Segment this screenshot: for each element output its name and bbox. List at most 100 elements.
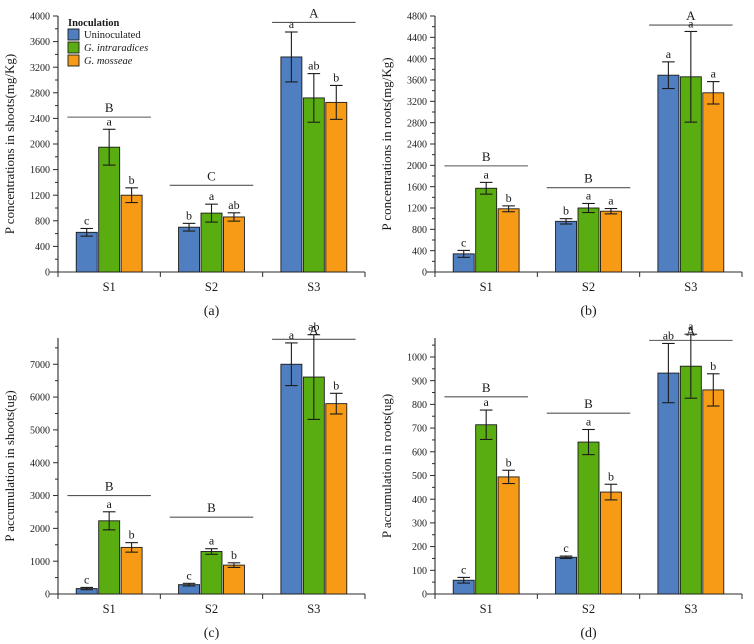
error-bar: [604, 483, 618, 501]
error-bar: [125, 187, 138, 204]
y-tick-label: 0: [422, 268, 427, 279]
x-tick-label: S3: [307, 280, 320, 294]
significance-letter: ab: [228, 198, 239, 212]
y-tick-label: 400: [412, 495, 427, 506]
error-bar: [582, 428, 595, 456]
y-tick-label: 400: [412, 246, 427, 257]
legend-title: Inoculation: [68, 18, 120, 29]
y-tick-label: 3200: [407, 97, 427, 108]
significance-letter: a: [107, 114, 113, 128]
x-tick-label: S3: [684, 602, 697, 616]
error-bar: [457, 249, 471, 258]
y-tick-label: 2800: [407, 118, 427, 129]
bar-c-S1-s2: [120, 546, 143, 595]
y-tick-label: 800: [412, 400, 427, 411]
x-tick-label: S1: [103, 602, 116, 616]
x-tick-label: S2: [205, 280, 218, 294]
chart-panel-d: 0 100 200 300 400 500 600 700 800 900 1000 P accumu…: [377, 322, 754, 644]
y-tick-label: 1200: [30, 191, 50, 202]
panel-caption: (c): [204, 626, 220, 641]
y-tick-label: 1200: [407, 204, 427, 215]
error-bar: [307, 334, 321, 420]
y-tick-label: 4800: [407, 12, 427, 23]
significance-letter: b: [129, 528, 135, 542]
error-bar: [604, 207, 618, 215]
significance-letter: a: [688, 322, 694, 333]
y-tick-label: 300: [412, 518, 427, 529]
error-bar: [479, 409, 493, 441]
bar-c-S2-s2: [223, 564, 245, 595]
error-bar: [582, 202, 595, 214]
group-significance-letter: B: [105, 100, 114, 115]
significance-letter: a: [107, 497, 113, 511]
group-significance-letter: A: [309, 5, 319, 20]
error-bar: [102, 128, 116, 166]
bar-d-S3-s1: [679, 365, 702, 595]
y-tick-label: 6000: [30, 393, 50, 404]
bar-a-S1-s1: [98, 146, 121, 273]
bar-d-S3-s0: [657, 372, 680, 595]
error-bar: [227, 562, 241, 568]
significance-letter: c: [461, 235, 466, 249]
significance-letter: ab: [663, 328, 674, 342]
bar-c-S3-s2: [325, 403, 348, 595]
y-tick-label: 2000: [30, 524, 50, 535]
y-tick-label: 2000: [30, 140, 50, 151]
y-axis-title: P accumulation in roots(ug): [379, 394, 394, 538]
bar-a-S2-s2: [223, 216, 245, 273]
significance-letter: b: [231, 548, 237, 562]
y-axis-title: P concentrations in shoots(mg/Kg): [2, 54, 17, 234]
y-tick-label: 3600: [30, 37, 50, 48]
error-bar: [706, 373, 720, 407]
bar-a-S2-s0: [178, 226, 200, 273]
bar-a-S3-s2: [325, 101, 348, 273]
y-tick-label: 900: [412, 376, 427, 387]
plot-area-c: 0 1000 2000 3000 4000 5000 6000 7000 P accumulat…: [2, 322, 366, 641]
y-axis-title: P accumulation in shoots(ug): [2, 390, 17, 542]
panel-caption: (b): [580, 304, 597, 319]
error-bar: [182, 582, 196, 587]
x-tick-label: S3: [684, 280, 697, 294]
plot-area-d: 0 100 200 300 400 500 600 700 800 900 1000 P accumu…: [379, 322, 743, 641]
panel-caption: (d): [580, 626, 597, 641]
legend-label-1: G. intraradices: [84, 43, 148, 54]
x-tick-label: S2: [582, 602, 595, 616]
y-tick-label: 4000: [30, 12, 50, 23]
significance-letter: a: [289, 17, 295, 31]
significance-letter: c: [186, 568, 191, 582]
y-tick-label: 3600: [407, 76, 427, 87]
y-tick-label: 0: [45, 590, 50, 601]
y-tick-label: 400: [35, 242, 50, 253]
y-tick-label: 4000: [30, 458, 50, 469]
significance-letter: a: [209, 189, 215, 203]
y-tick-label: 1600: [407, 182, 427, 193]
significance-letter: ab: [308, 59, 319, 73]
error-bar: [662, 61, 675, 90]
legend-label-0: Uninoculated: [84, 30, 141, 41]
x-tick-label: S1: [480, 280, 493, 294]
y-tick-label: 800: [412, 225, 427, 236]
significance-letter: b: [333, 70, 339, 84]
y-tick-label: 3200: [30, 63, 50, 74]
x-tick-label: S2: [582, 280, 595, 294]
x-tick-label: S1: [480, 602, 493, 616]
group-significance-letter: B: [584, 171, 593, 186]
error-bar: [684, 333, 698, 399]
plot-area-a: 0 400 800 1200 1600 2000 2400 2800 3200 3600 4000 P…: [2, 5, 366, 319]
error-bar: [205, 548, 218, 555]
error-bar: [329, 84, 343, 120]
y-tick-label: 600: [412, 447, 427, 458]
error-bar: [329, 392, 343, 415]
significance-letter: b: [333, 378, 339, 392]
significance-letter: ab: [308, 322, 319, 334]
group-significance-letter: B: [105, 479, 114, 494]
plot-area-b: 0 400 800 1200 1600 2000 2400 2800 3200 3600 4000 4…: [379, 8, 743, 319]
significance-letter: b: [710, 359, 716, 373]
y-axis-title: P concentrations in roots(mg/Kg): [379, 57, 394, 230]
x-tick-label: S2: [205, 602, 218, 616]
y-tick-label: 4400: [407, 33, 427, 44]
y-tick-label: 100: [412, 566, 427, 577]
bar-c-S2-s1: [200, 551, 223, 595]
error-bar: [307, 73, 321, 123]
significance-letter: a: [586, 188, 592, 202]
